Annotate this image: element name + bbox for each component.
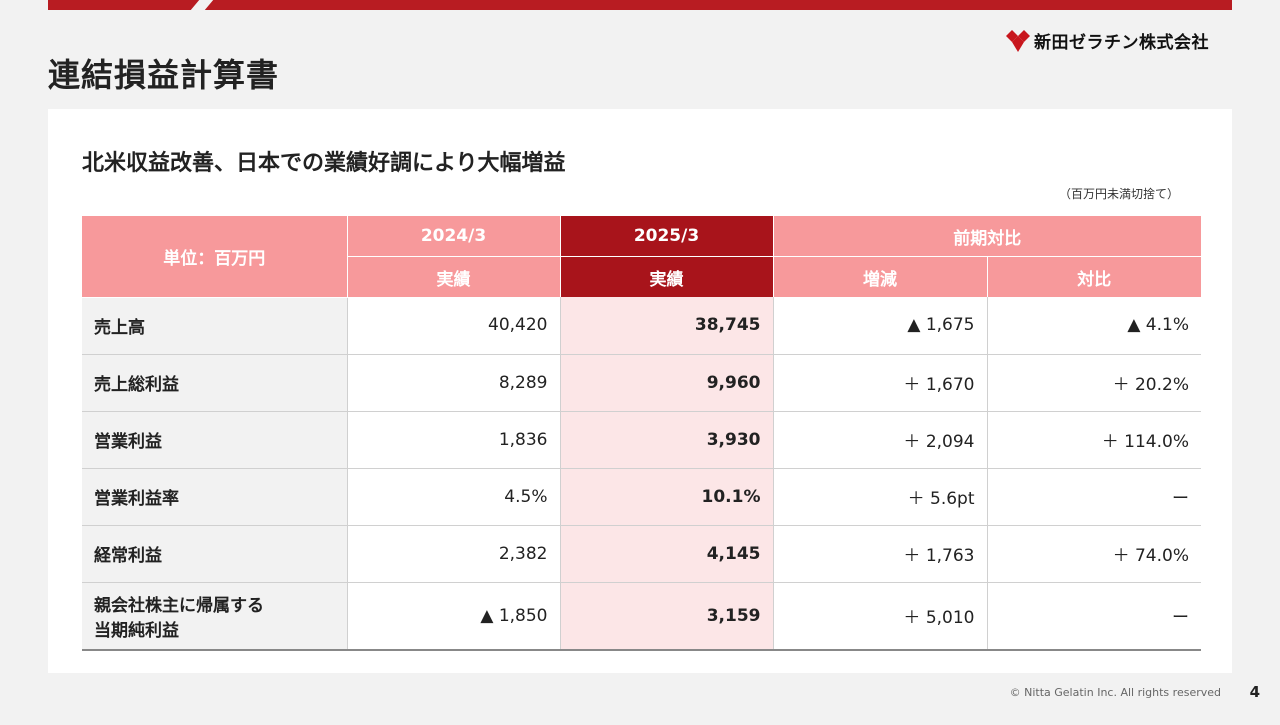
company-logo: 新田ゼラチン株式会社 [1006, 28, 1209, 53]
table-row: 売上高 40,420 38,745 ▲ 1,675 ▲ 4.1% [82, 297, 1201, 355]
page-title: 連結損益計算書 [48, 56, 280, 94]
value-ratio: ▲ 4.1% [987, 297, 1201, 355]
headline: 北米収益改善、日本での業績好調により大幅増益 [82, 151, 566, 176]
row-label-line2: 当期純利益 [94, 620, 179, 641]
table-row: 営業利益 1,836 3,930 ＋ 2,094 ＋ 114.0% [82, 411, 1201, 469]
value-2024: 40,420 [347, 297, 561, 355]
income-statement-table: 単位：百万円 2024/3 2025/3 前期対比 実績 実績 増減 対比 売上… [82, 216, 1201, 651]
header-compare: 前期対比 [773, 216, 1201, 257]
value-ratio: ＋ 114.0% [987, 411, 1201, 469]
table-row: 営業利益率 4.5% 10.1% ＋ 5.6pt ー [82, 468, 1201, 526]
value-diff: ＋ 5,010 [773, 582, 988, 651]
table-row: 経常利益 2,382 4,145 ＋ 1,763 ＋ 74.0% [82, 525, 1201, 583]
value-ratio: ＋ 20.2% [987, 354, 1201, 412]
unit-note: （百万円未満切捨て） [1058, 187, 1179, 201]
value-2025: 3,159 [560, 582, 774, 651]
value-2024: ▲ 1,850 [347, 582, 561, 651]
value-ratio: ー [987, 468, 1201, 526]
value-diff: ＋ 1,670 [773, 354, 988, 412]
value-diff: ▲ 1,675 [773, 297, 988, 355]
value-ratio: ＋ 74.0% [987, 525, 1201, 583]
value-2025: 10.1% [560, 468, 774, 526]
value-2025: 4,145 [560, 525, 774, 583]
value-diff: ＋ 2,094 [773, 411, 988, 469]
subheader-ratio: 対比 [987, 256, 1201, 297]
row-label: 営業利益 [82, 411, 348, 469]
table-row: 売上総利益 8,289 9,960 ＋ 1,670 ＋ 20.2% [82, 354, 1201, 412]
value-2025: 3,930 [560, 411, 774, 469]
row-label: 売上高 [82, 297, 348, 355]
subheader-diff: 増減 [773, 256, 988, 297]
value-2024: 1,836 [347, 411, 561, 469]
top-accent-bar [48, 0, 1232, 10]
value-diff: ＋ 5.6pt [773, 468, 988, 526]
page-number: 4 [1249, 683, 1260, 701]
header-2024: 2024/3 [347, 216, 561, 257]
unit-header: 単位：百万円 [82, 216, 348, 298]
table-row: 親会社株主に帰属する 当期純利益 ▲ 1,850 3,159 ＋ 5,010 ー [82, 582, 1201, 651]
row-label: 営業利益率 [82, 468, 348, 526]
row-label: 経常利益 [82, 525, 348, 583]
value-diff: ＋ 1,763 [773, 525, 988, 583]
value-ratio: ー [987, 582, 1201, 651]
row-label: 親会社株主に帰属する 当期純利益 [82, 582, 348, 651]
value-2025: 38,745 [560, 297, 774, 355]
logo-text: 新田ゼラチン株式会社 [1034, 33, 1209, 53]
row-label: 売上総利益 [82, 354, 348, 412]
value-2025: 9,960 [560, 354, 774, 412]
header-2025: 2025/3 [560, 216, 774, 257]
copyright-footer: © Nitta Gelatin Inc. All rights reserved [1009, 686, 1221, 699]
value-2024: 4.5% [347, 468, 561, 526]
subheader-2025-actual: 実績 [560, 256, 774, 297]
row-label-line1: 親会社株主に帰属する [94, 595, 264, 616]
value-2024: 2,382 [347, 525, 561, 583]
logo-mark-icon [1006, 29, 1030, 52]
value-2024: 8,289 [347, 354, 561, 412]
subheader-2024-actual: 実績 [347, 256, 561, 297]
